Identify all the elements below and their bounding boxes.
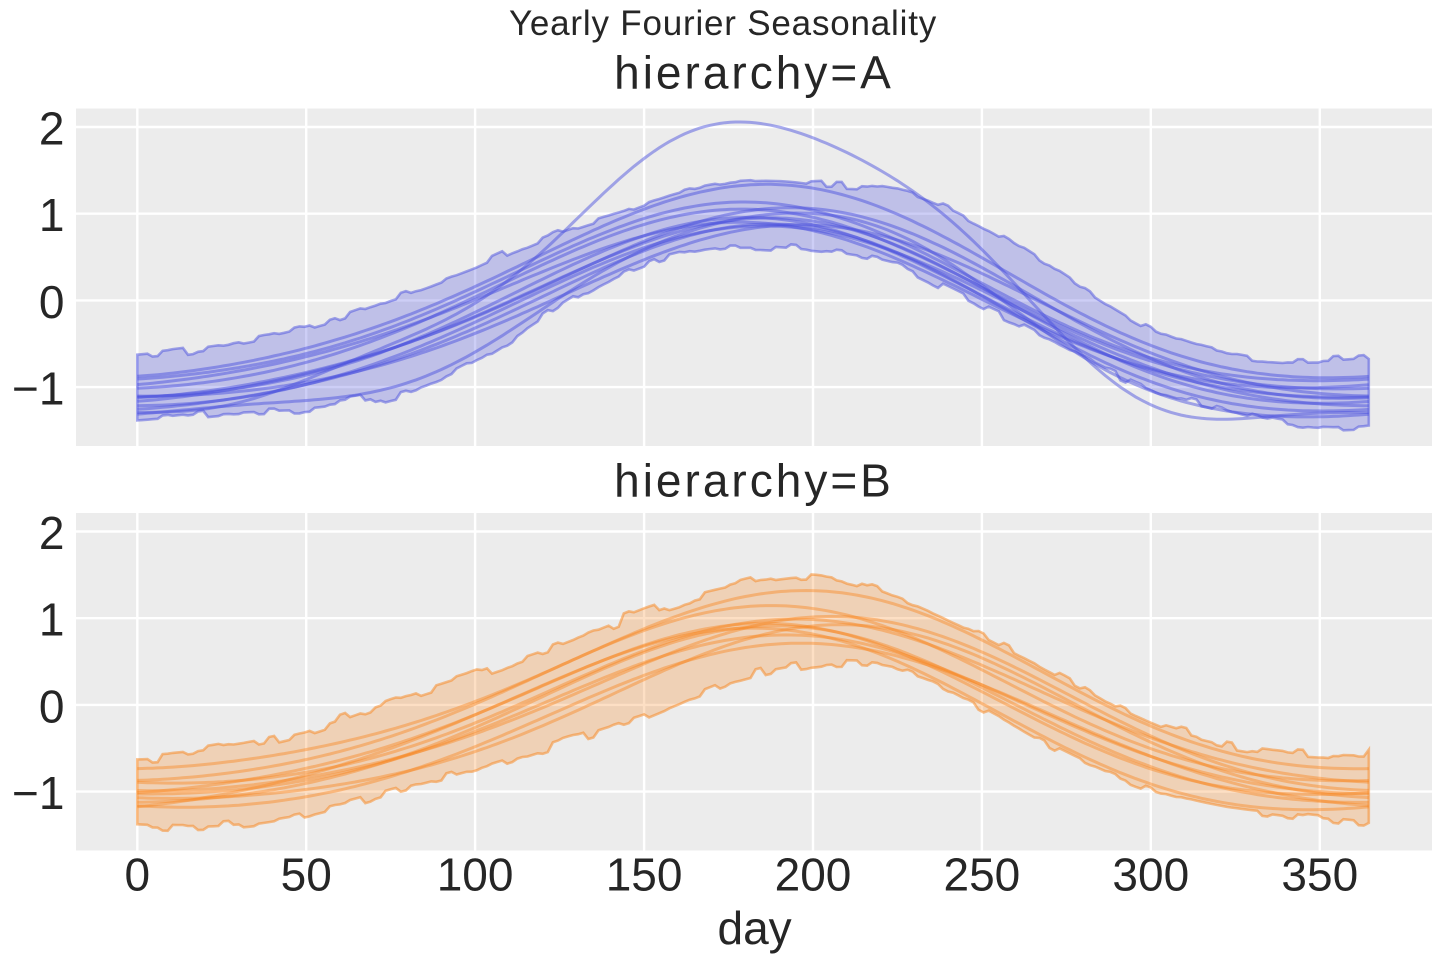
- svg-text:0: 0: [39, 680, 65, 732]
- svg-text:Yearly Fourier Seasonality: Yearly Fourier Seasonality: [509, 4, 937, 43]
- svg-text:100: 100: [437, 849, 514, 901]
- svg-text:2: 2: [39, 102, 65, 154]
- svg-text:−1: −1: [12, 363, 64, 415]
- svg-text:300: 300: [1112, 849, 1189, 901]
- svg-text:150: 150: [606, 849, 683, 901]
- svg-text:hierarchy=B: hierarchy=B: [614, 455, 894, 507]
- svg-text:1: 1: [39, 189, 65, 241]
- svg-text:hierarchy=A: hierarchy=A: [614, 46, 894, 98]
- svg-text:250: 250: [944, 849, 1021, 901]
- svg-text:0: 0: [125, 849, 151, 901]
- svg-text:0: 0: [39, 276, 65, 328]
- svg-text:day: day: [718, 902, 792, 954]
- svg-text:200: 200: [775, 849, 852, 901]
- svg-text:1: 1: [39, 594, 65, 646]
- svg-text:−1: −1: [12, 767, 64, 819]
- svg-text:50: 50: [281, 849, 332, 901]
- svg-text:2: 2: [39, 507, 65, 559]
- svg-text:350: 350: [1281, 849, 1358, 901]
